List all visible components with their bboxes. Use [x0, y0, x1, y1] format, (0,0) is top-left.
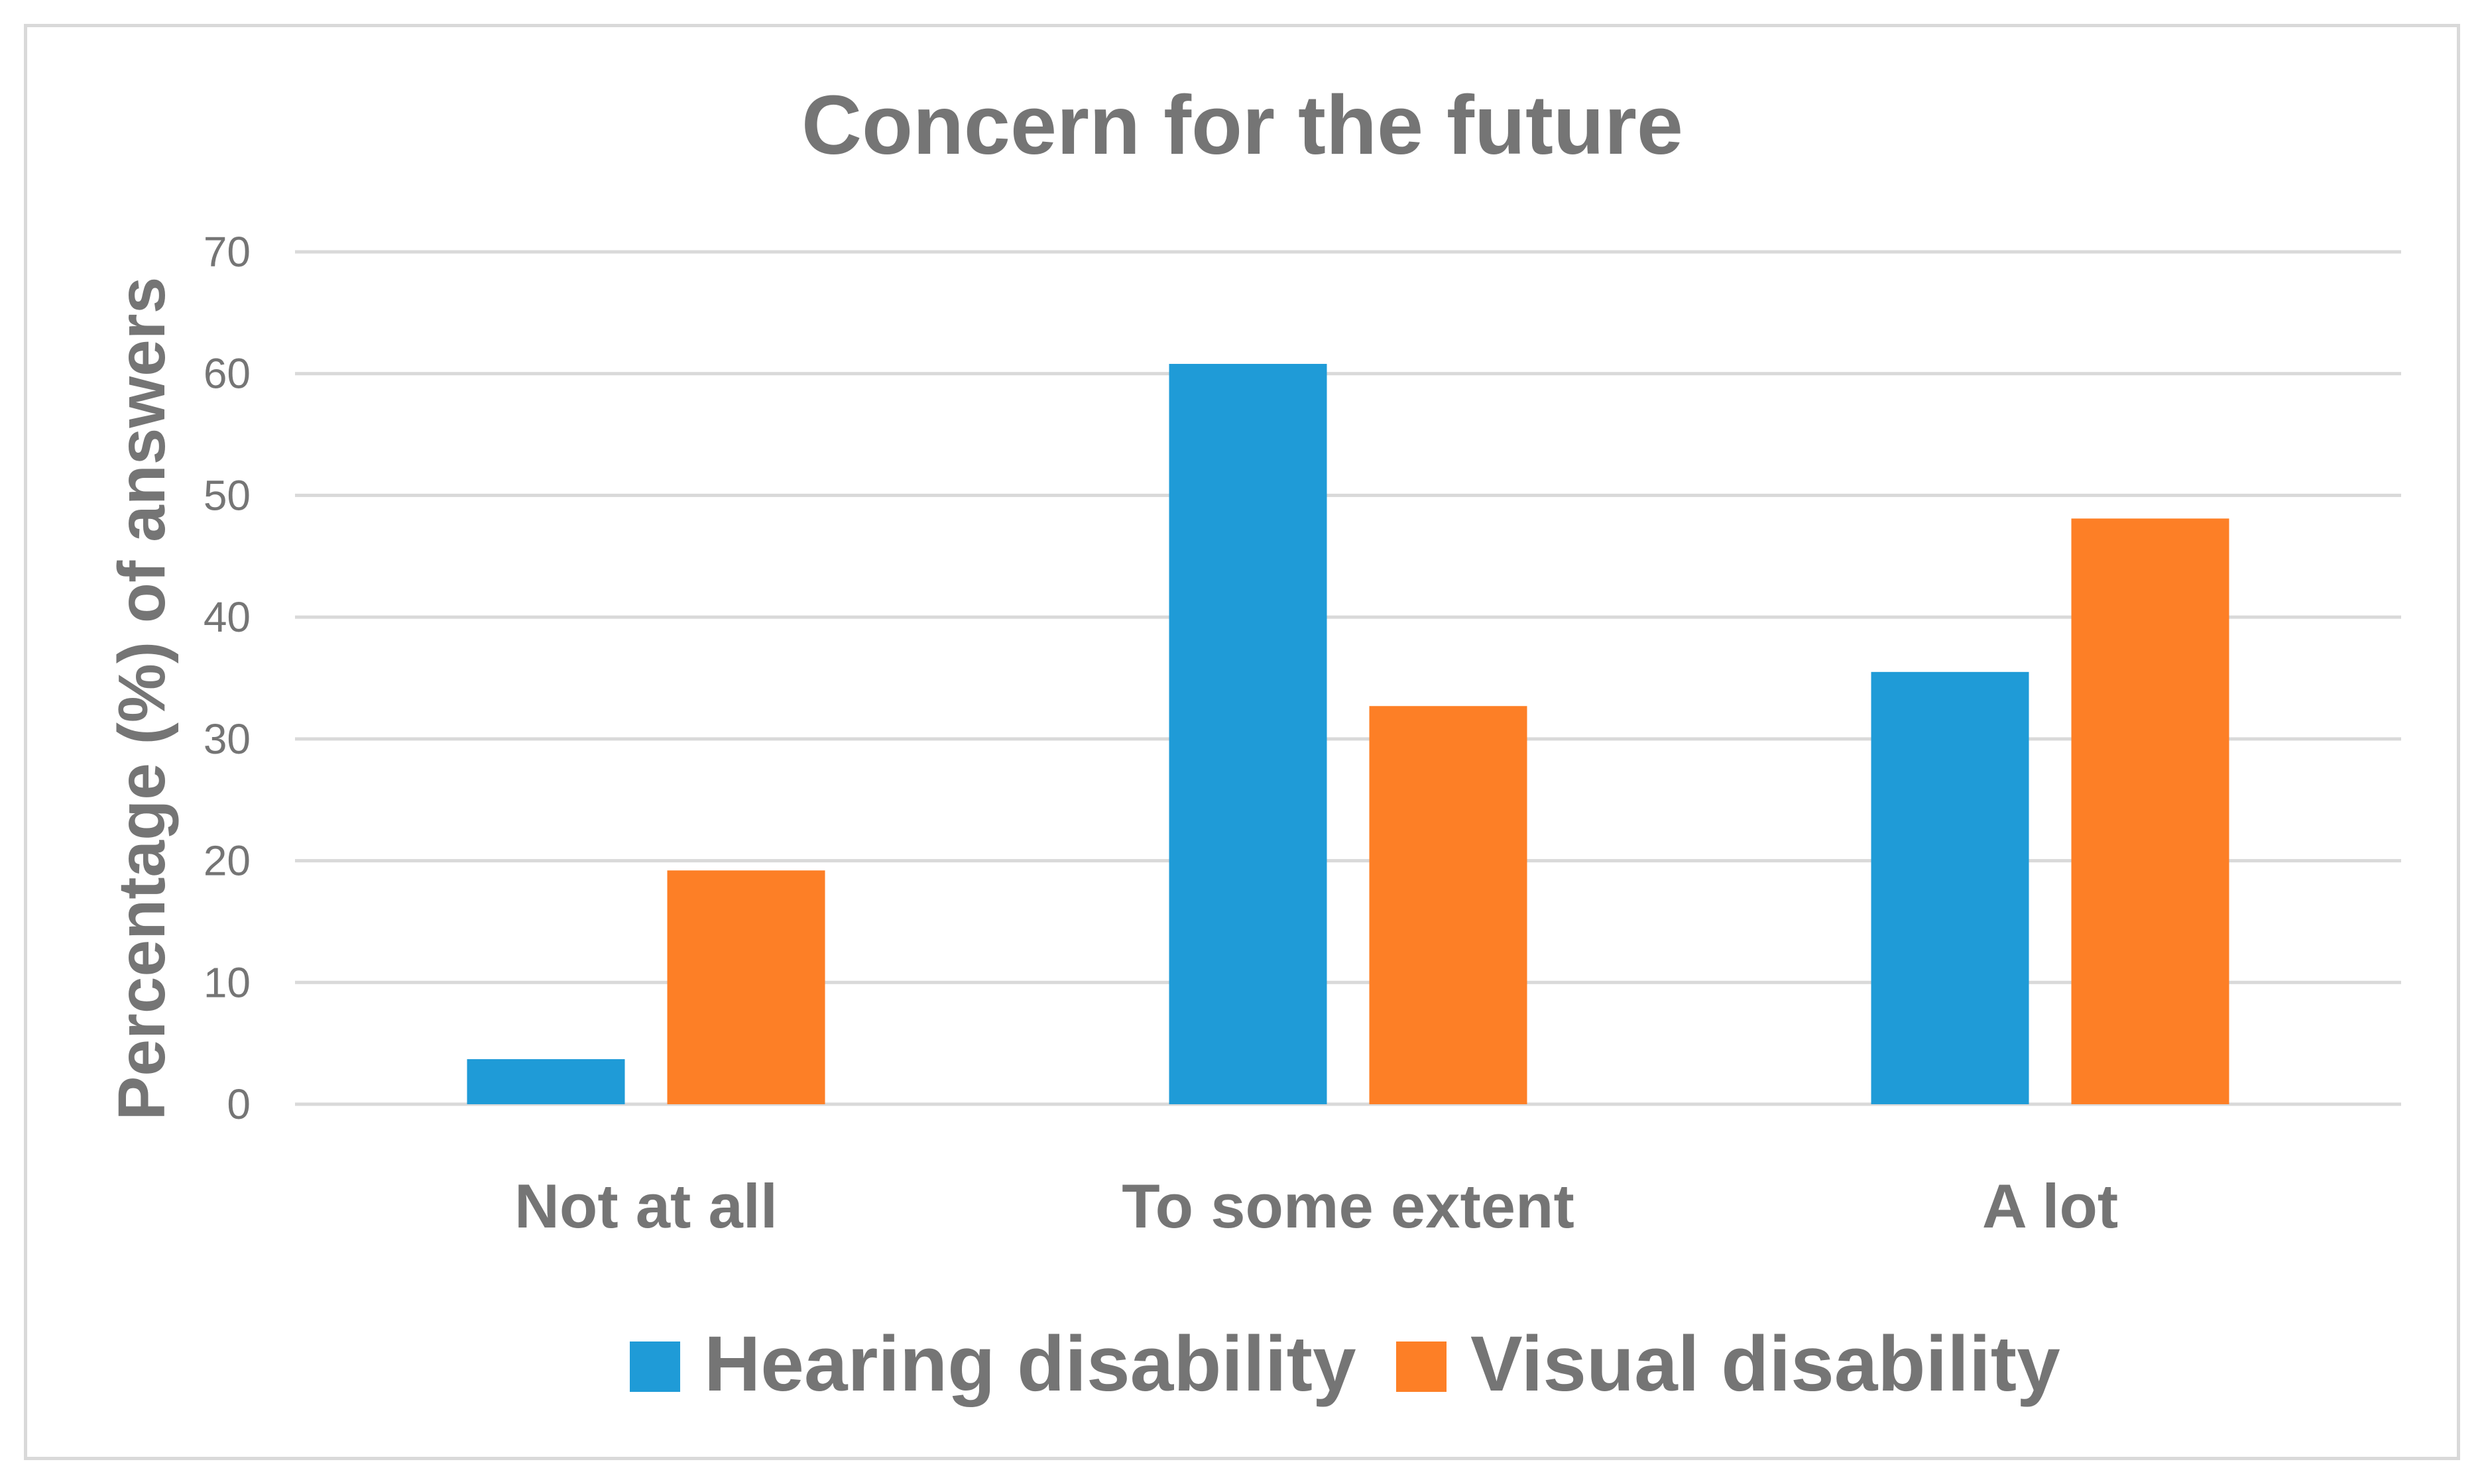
- legend-label-visual: Visual disability: [1470, 1320, 2060, 1408]
- bar-visual-0: [667, 870, 825, 1104]
- chart-title: Concern for the future: [801, 78, 1683, 172]
- x-axis-categories: Not at all To some extent A lot: [514, 1171, 2118, 1241]
- y-tick-label: 40: [204, 593, 251, 641]
- y-tick-label: 20: [204, 837, 251, 885]
- x-category-label: Not at all: [514, 1171, 778, 1241]
- bar-hearing-0: [467, 1059, 625, 1104]
- legend-swatch-hearing: [630, 1341, 680, 1392]
- bar-visual-2: [2071, 518, 2229, 1104]
- y-tick-label: 50: [204, 471, 251, 519]
- y-axis-ticks: 0 10 20 30 40 50 60 70: [204, 228, 251, 1128]
- y-tick-label: 70: [204, 228, 251, 276]
- y-tick-label: 0: [227, 1080, 251, 1128]
- bar-hearing-2: [1871, 671, 2029, 1104]
- bar-hearing-1: [1169, 364, 1327, 1105]
- y-axis-label: Percentage (%) of answers: [105, 277, 179, 1121]
- x-category-label: A lot: [1982, 1171, 2118, 1241]
- y-tick-label: 10: [204, 958, 251, 1006]
- gridlines: [295, 250, 2401, 1106]
- y-tick-label: 30: [204, 715, 251, 763]
- legend: Hearing disability Visual disability: [630, 1320, 2060, 1408]
- x-category-label: To some extent: [1122, 1171, 1574, 1241]
- bar-visual-1: [1369, 706, 1527, 1104]
- legend-label-hearing: Hearing disability: [704, 1320, 1356, 1408]
- bars: [467, 364, 2229, 1105]
- y-tick-label: 60: [204, 350, 251, 398]
- legend-swatch-visual: [1396, 1341, 1447, 1392]
